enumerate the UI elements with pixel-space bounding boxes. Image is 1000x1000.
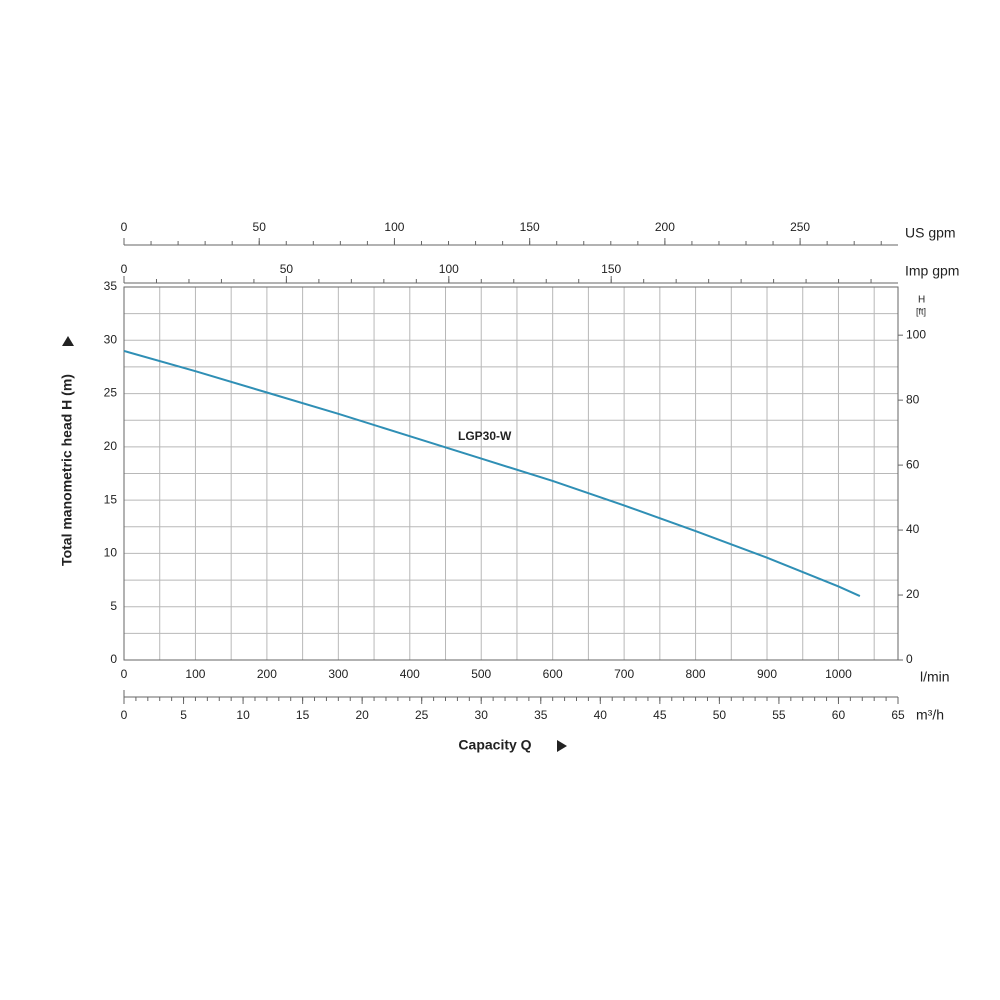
tick-label: 50	[713, 708, 727, 722]
tick-label: 35	[534, 708, 548, 722]
tick-label: 100	[439, 262, 459, 276]
y2-tick-label: 80	[906, 392, 920, 406]
y-tick-label: 15	[104, 492, 118, 506]
x-tick-label: 0	[121, 667, 128, 681]
y-tick-label: 25	[104, 386, 118, 400]
x-tick-label: 500	[471, 667, 491, 681]
tick-label: 20	[355, 708, 369, 722]
y2-tick-label: 40	[906, 522, 920, 536]
plot-frame	[123, 286, 899, 661]
series-label: LGP30-W	[458, 429, 512, 443]
x-tick-label: 1000	[825, 667, 852, 681]
tick-label: 50	[253, 220, 267, 234]
y-tick-label: 30	[104, 332, 118, 346]
y-axis-label: Total manometric head H (m)	[59, 374, 75, 566]
y2-tick-label: 0	[906, 652, 913, 666]
x-tick-label: 100	[185, 667, 205, 681]
y-tick-label: 0	[110, 652, 117, 666]
tick-label: 0	[121, 262, 128, 276]
tick-label: 100	[384, 220, 404, 234]
y-tick-label: 20	[104, 439, 118, 453]
axis-unit: Imp gpm	[905, 263, 959, 279]
tick-label: 40	[594, 708, 608, 722]
tick-label: 45	[653, 708, 667, 722]
tick-label: 0	[121, 220, 128, 234]
tick-label: 55	[772, 708, 786, 722]
x-tick-label: 300	[328, 667, 348, 681]
x-tick-label: 800	[686, 667, 706, 681]
x-arrow	[557, 740, 567, 752]
x-tick-label: 700	[614, 667, 634, 681]
y2-tick-label: 20	[906, 587, 920, 601]
tick-label: 150	[601, 262, 621, 276]
tick-label: 50	[280, 262, 294, 276]
x-tick-label: 600	[543, 667, 563, 681]
x-axis-label: Capacity Q	[458, 737, 531, 753]
y2-tick-label: 60	[906, 457, 920, 471]
tick-label: 150	[520, 220, 540, 234]
x-tick-label: 400	[400, 667, 420, 681]
tick-label: 60	[832, 708, 846, 722]
tick-label: 5	[180, 708, 187, 722]
tick-label: 15	[296, 708, 310, 722]
y-tick-label: 35	[104, 279, 118, 293]
tick-label: 65	[891, 708, 905, 722]
y-tick-label: 5	[110, 599, 117, 613]
y-arrow	[62, 336, 74, 346]
tick-label: 30	[475, 708, 489, 722]
y-tick-label: 10	[104, 546, 118, 560]
x-tick-label: 900	[757, 667, 777, 681]
tick-label: 25	[415, 708, 429, 722]
tick-label: 200	[655, 220, 675, 234]
tick-label: 0	[121, 708, 128, 722]
x-tick-label: 200	[257, 667, 277, 681]
axis-unit: US gpm	[905, 225, 956, 241]
tick-label: 10	[236, 708, 250, 722]
series-line	[123, 349, 861, 597]
y2-tick-label: 100	[906, 327, 926, 341]
x-unit: l/min	[920, 669, 950, 685]
x2-unit: m³/h	[916, 707, 944, 723]
y2-label: H	[918, 295, 925, 306]
y2-unit: [ft]	[916, 306, 926, 316]
tick-label: 250	[790, 220, 810, 234]
